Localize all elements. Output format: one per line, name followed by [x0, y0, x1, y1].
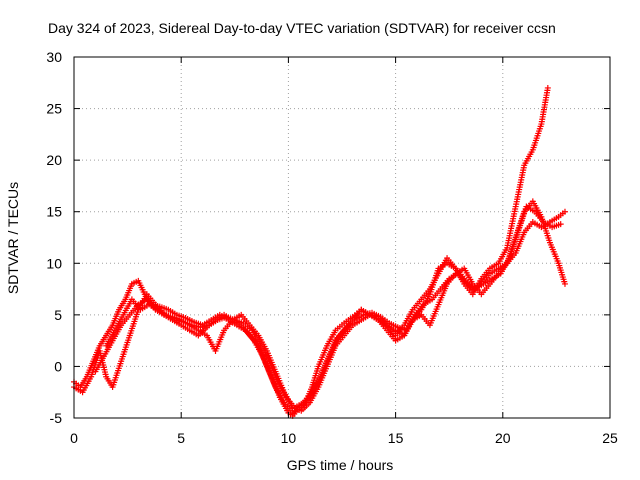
data-point — [544, 84, 551, 91]
x-tick-label: 15 — [388, 430, 404, 446]
x-tick-label: 0 — [70, 430, 78, 446]
x-tick-label: 10 — [281, 430, 297, 446]
y-tick-label: -5 — [50, 410, 63, 426]
plot-frame — [73, 56, 611, 419]
chart-title: Day 324 of 2023, Sidereal Day-to-day VTE… — [48, 20, 556, 36]
data-point — [561, 280, 568, 287]
y-tick-label: 15 — [46, 204, 62, 220]
y-tick-label: 25 — [46, 101, 62, 117]
series-track-4 — [103, 203, 564, 411]
x-axis-ticks: 0 5 10 15 20 25 — [70, 57, 618, 446]
y-tick-label: 10 — [46, 255, 62, 271]
x-tick-label: 25 — [602, 430, 618, 446]
x-tick-label: 20 — [495, 430, 511, 446]
data-point — [561, 208, 568, 215]
y-axis-ticks: -5 0 5 10 15 20 25 30 — [46, 49, 610, 426]
gridlines — [74, 57, 610, 418]
data-point — [557, 221, 564, 228]
y-tick-label: 30 — [46, 49, 62, 65]
y-axis-label: SDTVAR / TECUs — [5, 182, 21, 294]
x-tick-label: 5 — [177, 430, 185, 446]
y-tick-label: 0 — [54, 358, 62, 374]
series-track-1 — [71, 84, 551, 419]
x-axis-label: GPS time / hours — [287, 457, 394, 473]
y-tick-label: 20 — [46, 152, 62, 168]
y-tick-label: 5 — [54, 307, 62, 323]
data-points — [71, 84, 568, 419]
